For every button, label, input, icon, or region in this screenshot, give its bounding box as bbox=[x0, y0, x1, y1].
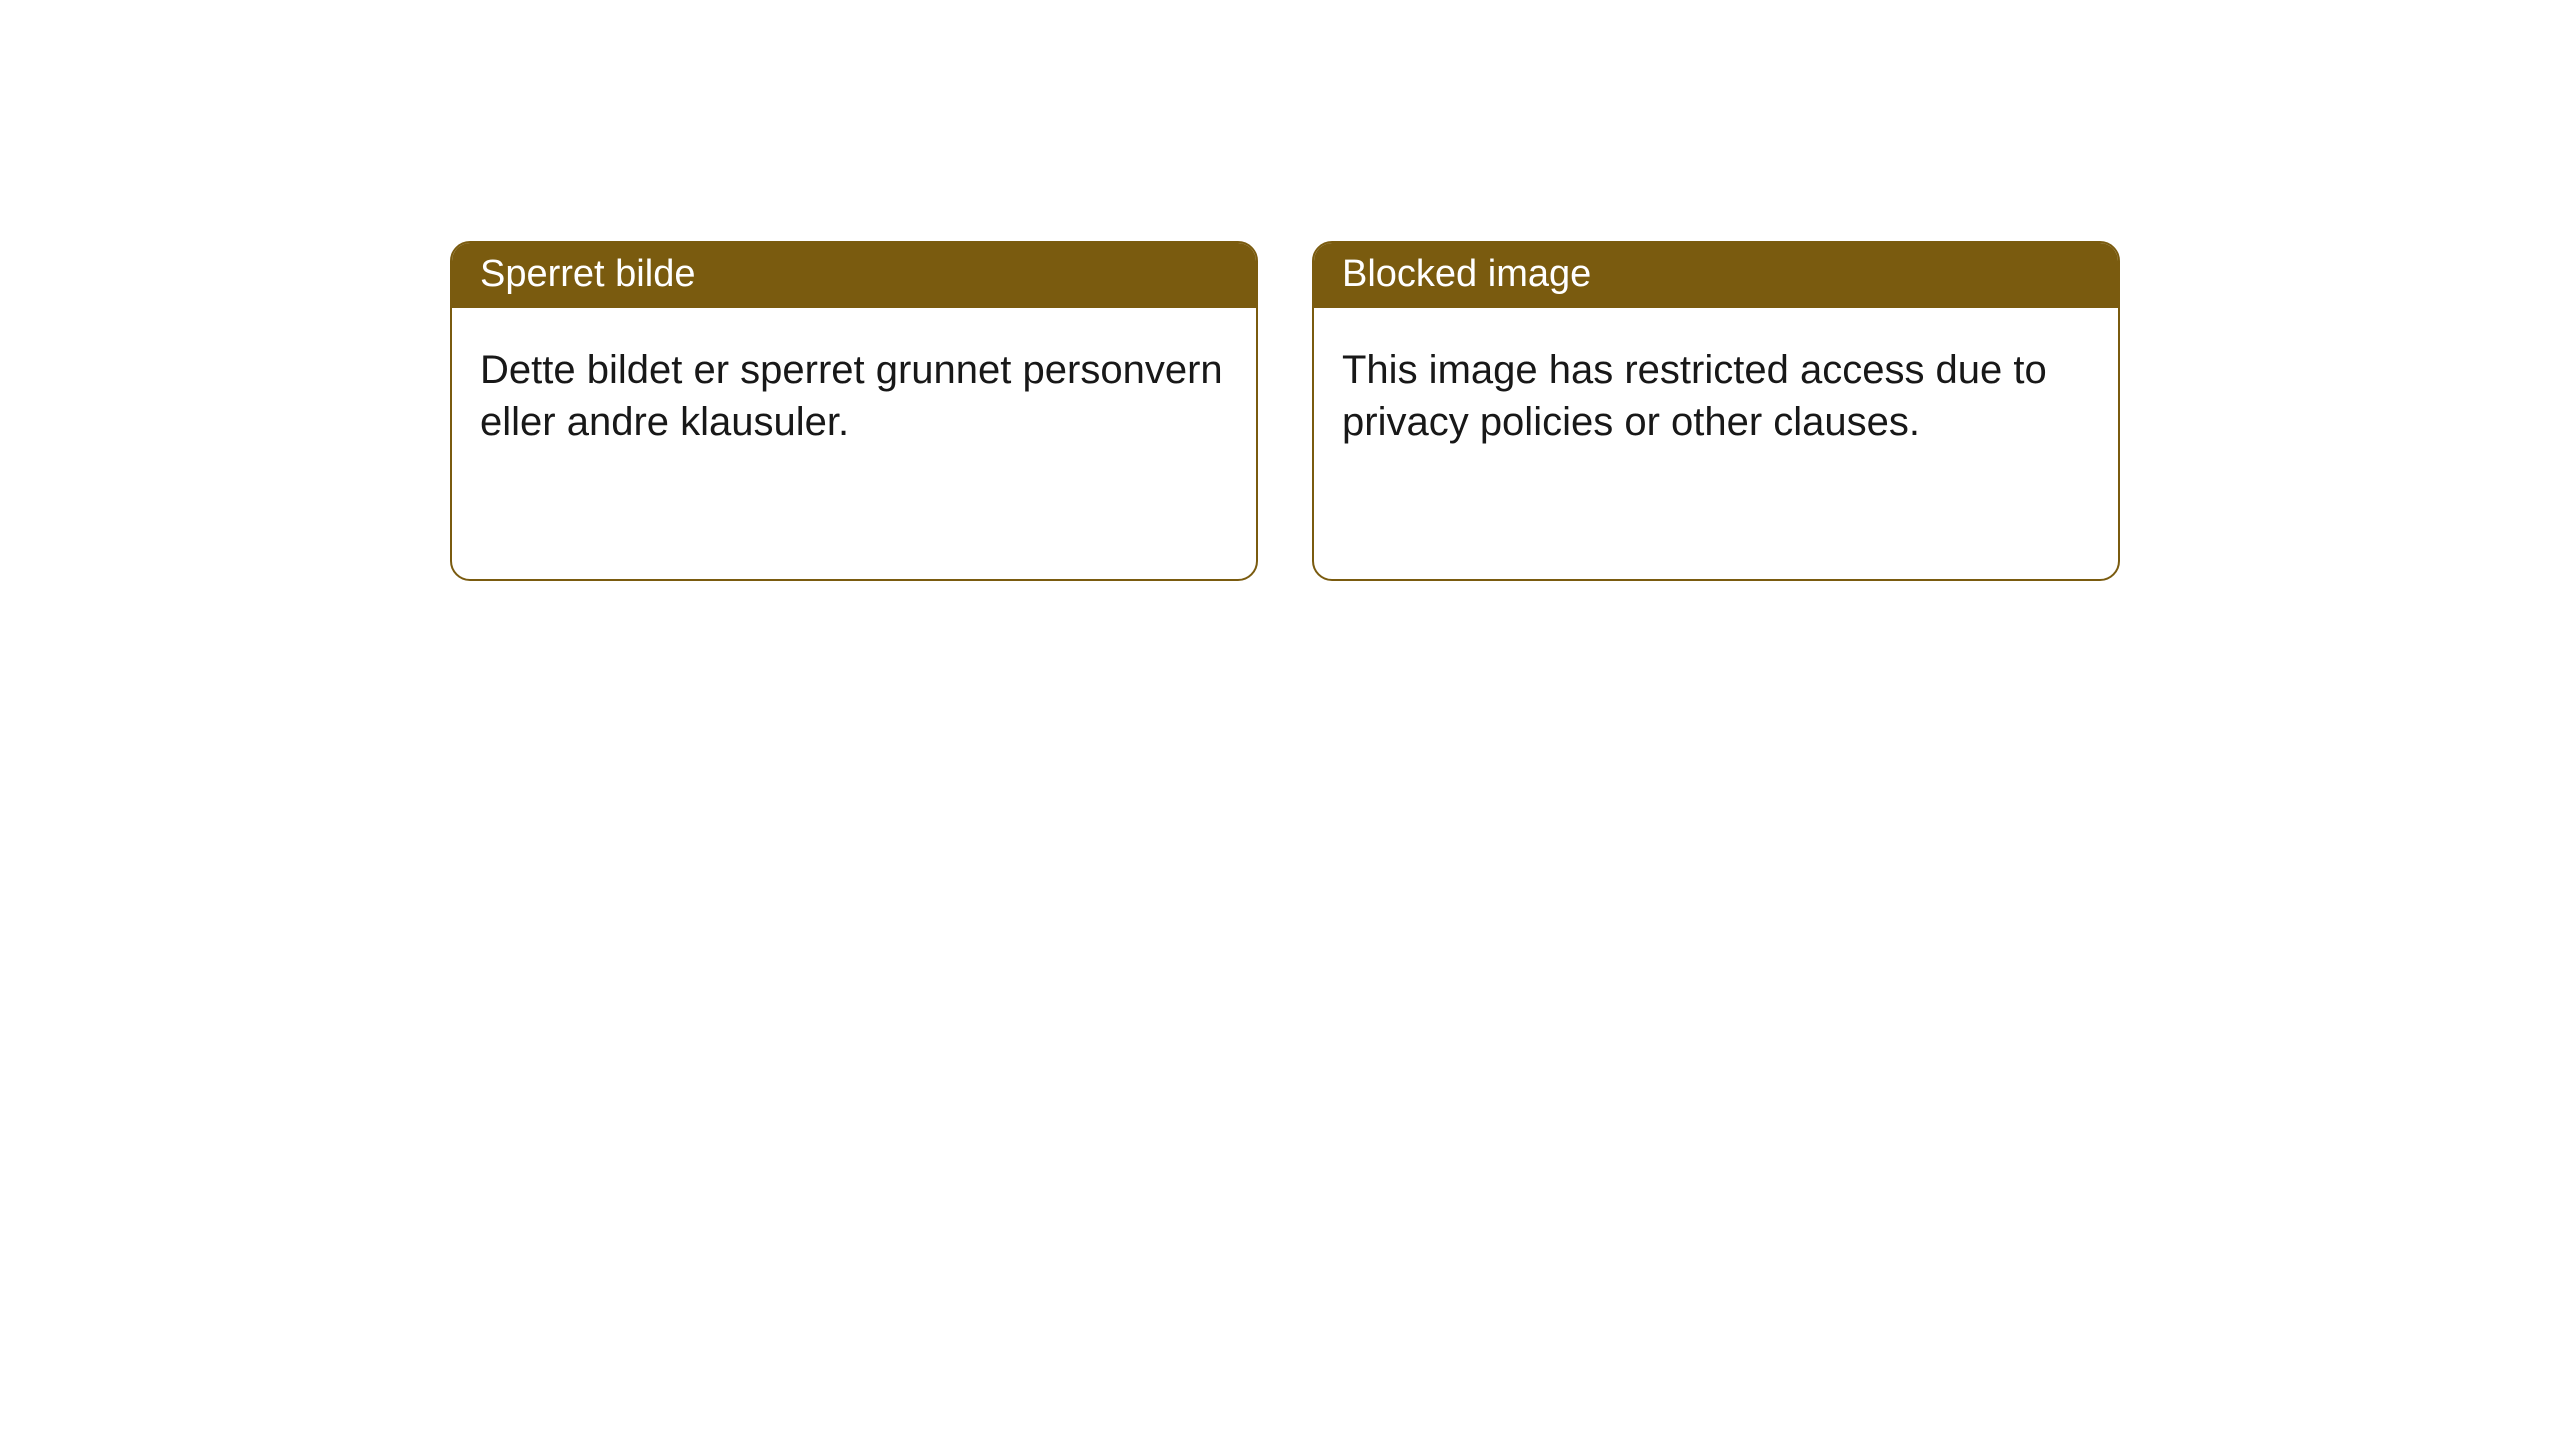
blocked-image-notices: Sperret bilde Dette bildet er sperret gr… bbox=[450, 241, 2120, 581]
card-body-text: This image has restricted access due to … bbox=[1342, 348, 2047, 444]
card-body: This image has restricted access due to … bbox=[1314, 308, 2118, 484]
card-body: Dette bildet er sperret grunnet personve… bbox=[452, 308, 1256, 484]
notice-card-norwegian: Sperret bilde Dette bildet er sperret gr… bbox=[450, 241, 1258, 581]
card-body-text: Dette bildet er sperret grunnet personve… bbox=[480, 348, 1223, 444]
card-title: Blocked image bbox=[1342, 253, 1591, 295]
notice-card-english: Blocked image This image has restricted … bbox=[1312, 241, 2120, 581]
card-header: Blocked image bbox=[1314, 243, 2118, 308]
card-title: Sperret bilde bbox=[480, 253, 695, 295]
card-header: Sperret bilde bbox=[452, 243, 1256, 308]
